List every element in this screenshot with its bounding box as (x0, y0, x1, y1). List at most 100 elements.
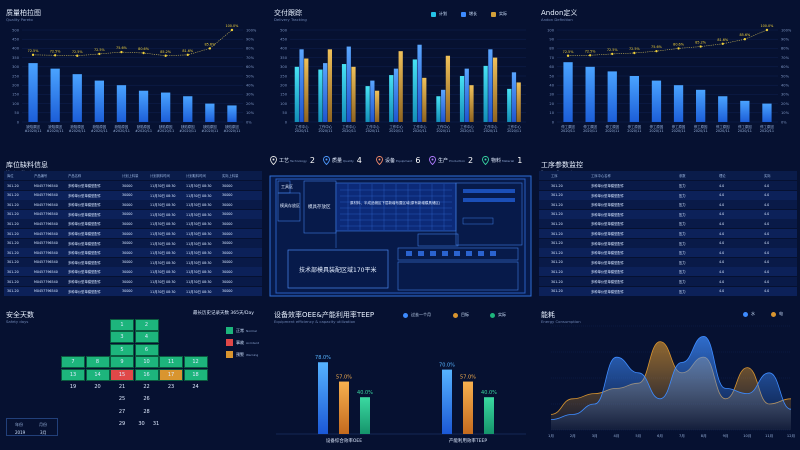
table-row[interactable]: 301-20 M0457796540 多种单价型单模型配件 30000 11月30日 0… (4, 257, 262, 267)
tab-count: 6 (415, 156, 421, 165)
table-cell: 301-20 (551, 241, 563, 246)
table-row[interactable]: 301-20 M0457796540 多种单价型单模型配件 30000 11月30日 0… (4, 277, 262, 286)
calendar-day[interactable]: 17 (159, 368, 183, 381)
table-cell: 11月30日 08:30 (186, 270, 212, 275)
y-tick-label: 0 (552, 120, 555, 124)
column-header: 实际上料量 (222, 174, 239, 178)
calendar-day[interactable]: 26 (143, 396, 150, 403)
calendar-day[interactable]: 15 (110, 368, 134, 381)
table-row[interactable]: 301-20 M0457796540 多种单价型单模型配件 30000 11月30日 0… (4, 229, 262, 238)
y-tick-label: 150 (12, 93, 20, 97)
floor-plan-tabs: 工艺 Technology 2 质量 Quality 4 设备 Equipment 6 生产 Pro… (268, 156, 533, 172)
calendar-day[interactable]: 1 (110, 319, 134, 331)
calendar-day[interactable]: 14 (85, 368, 110, 381)
area-label-mold-storage-main: 模具存放区 (308, 203, 331, 210)
table-row[interactable]: 301-20 多种单价型单模型配件 压力 4.0 4.0 (539, 200, 797, 210)
calendar-day[interactable]: 4 (134, 331, 159, 344)
calendar-day[interactable]: 28 (143, 408, 150, 415)
x-tick-label: 工作中心 (460, 124, 474, 129)
panel-subtitle: Safety days (6, 319, 29, 324)
calendar-day[interactable]: 19 (69, 384, 77, 390)
table-cell: 30000 (122, 212, 133, 217)
table-row[interactable]: 301-20 M0457796540 多种单价型单模型配件 30000 11月30日 0… (4, 219, 262, 229)
calendar-day[interactable]: 7 (61, 356, 85, 369)
table-cell: 4.0 (719, 212, 725, 217)
calendar-day[interactable]: 21 (118, 384, 126, 390)
calendar-day[interactable]: 30 (138, 421, 145, 428)
series-line (550, 335, 792, 420)
bar (463, 381, 473, 434)
table-row[interactable]: 301-20 多种单价型单模型配件 压力 4.0 4.0 (539, 190, 797, 200)
pareto-point (186, 53, 189, 57)
floor-plan-map[interactable]: 工具区 模具存放区 模具存放区 技术部模具装配区域170平米 原材料、半成品储区… (268, 174, 533, 300)
table-cell: 压力 (679, 270, 686, 275)
calendar-day[interactable]: 29 (118, 421, 126, 428)
table-row[interactable]: 301-20 M0457796540 多种单价型单模型配件 30000 11月30日 0… (4, 190, 262, 200)
calendar-day[interactable]: 2 (134, 319, 159, 331)
calendar-day[interactable]: 10 (134, 356, 159, 369)
table-cell: 11月30日 08:30 (150, 184, 176, 188)
table-row[interactable]: 301-20 多种单价型单模型配件 压力 4.0 4.0 (539, 257, 797, 267)
calendar-day[interactable]: 6 (134, 343, 159, 356)
calendar-day[interactable]: 11 (159, 356, 183, 369)
table-row[interactable]: 301-20 M0457796540 多种单价型单模型配件 30000 11月30日 0… (4, 209, 262, 219)
calendar-day[interactable]: 20 (94, 384, 101, 390)
panel-title: 质量柏拉图 (6, 9, 41, 17)
calendar-day[interactable]: 5 (110, 343, 134, 356)
floor-tab-equipment[interactable]: 设备 Equipment 6 (376, 156, 420, 165)
andon-chart: 1009080706050403020100100%90%80%70%60%50… (547, 24, 792, 133)
calendar-day[interactable]: 18 (183, 368, 208, 381)
panel-title: 工序参数监控 (541, 161, 583, 169)
table-row[interactable]: 301-20 M0457796540 多种单价型单模型配件 30000 11月30日 0… (4, 200, 262, 210)
calendar-day[interactable]: 13 (61, 368, 85, 381)
calendar-day[interactable]: 3 (110, 331, 134, 344)
x-tick-label: 1月 (548, 433, 554, 438)
table-row[interactable]: 301-20 多种单价型单模型配件 压力 4.0 4.0 (539, 277, 797, 286)
table-row[interactable]: 301-20 M0457796540 多种单价型单模型配件 30000 11月30日 0… (4, 248, 262, 258)
table-row[interactable]: 301-20 M0457796540 多种单价型单模型配件 30000 11月30日 0… (4, 181, 262, 190)
bar (673, 85, 684, 122)
floor-tab-quality[interactable]: 质量 Quality 4 (323, 156, 362, 165)
table-row[interactable]: 301-20 多种单价型单模型配件 压力 4.0 4.0 (539, 181, 797, 190)
pareto-label: 72.5% (50, 49, 62, 53)
table-row[interactable]: 301-20 多种单价型单模型配件 压力 4.0 4.0 (539, 219, 797, 229)
bar (360, 397, 370, 434)
calendar-day[interactable]: 9 (110, 356, 134, 369)
table-row[interactable]: 301-20 M0457796540 多种单价型单模型配件 30000 11月30日 0… (4, 267, 262, 277)
y2-tick-label: 0% (781, 120, 787, 124)
pareto-point (53, 54, 57, 57)
table-row[interactable]: 301-20 多种单价型单模型配件 压力 4.0 4.0 (539, 267, 797, 277)
calendar-day[interactable]: 24 (192, 384, 199, 390)
table-row[interactable]: 301-20 多种单价型单模型配件 压力 4.0 4.0 (539, 238, 797, 248)
table-row[interactable]: 301-20 多种单价型单模型配件 压力 4.0 4.0 (539, 209, 797, 219)
calendar-day[interactable]: 22 (143, 384, 150, 390)
x-tick-label: 设备综合效率OEE (326, 437, 362, 444)
energy-panel: 能耗 Energy Consumption 水 电 1月 2月 3月 4月 5月 6月 7月… (535, 302, 800, 450)
calendar-day[interactable]: 12 (183, 356, 208, 369)
y-tick-label: 50 (549, 74, 554, 78)
x-tick-label: 2020/11 (760, 129, 774, 133)
bar (205, 103, 215, 122)
calendar-day[interactable]: 16 (134, 368, 159, 381)
table-row[interactable]: 301-20 多种单价型单模型配件 压力 4.0 4.0 (539, 248, 797, 258)
calendar-day[interactable]: 25 (118, 396, 126, 403)
calendar-day[interactable]: 8 (85, 356, 110, 369)
table-cell: 压力 (679, 193, 686, 198)
table-row[interactable]: 301-20 多种单价型单模型配件 压力 4.0 4.0 (539, 286, 797, 296)
table-row[interactable]: 301-20 M0457796540 多种单价型单模型配件 30000 11月30日 0… (4, 238, 262, 248)
calendar-day[interactable]: 31 (152, 421, 160, 428)
floor-tab-production[interactable]: 生产 Production 2 (429, 156, 473, 165)
data-label: 78.0% (315, 355, 331, 361)
year-value[interactable]: 2019 (15, 430, 26, 435)
pareto-point (611, 52, 614, 56)
calendar-day[interactable]: 23 (167, 384, 175, 390)
table-row[interactable]: 301-20 多种单价型单模型配件 压力 4.0 4.0 (539, 229, 797, 238)
floor-tab-material[interactable]: 物料 Material 1 (482, 156, 522, 165)
table-cell: 301-20 (7, 221, 19, 226)
table-row[interactable]: 301-20 M0457796540 多种单价型单模型配件 30000 11月30日 0… (4, 286, 262, 296)
bar (469, 85, 474, 122)
month-value[interactable]: 3月 (40, 430, 47, 435)
floor-tab-technology[interactable]: 工艺 Technology 2 (270, 156, 315, 165)
y-tick-label: 300 (280, 65, 288, 69)
calendar-day[interactable]: 27 (118, 408, 126, 415)
